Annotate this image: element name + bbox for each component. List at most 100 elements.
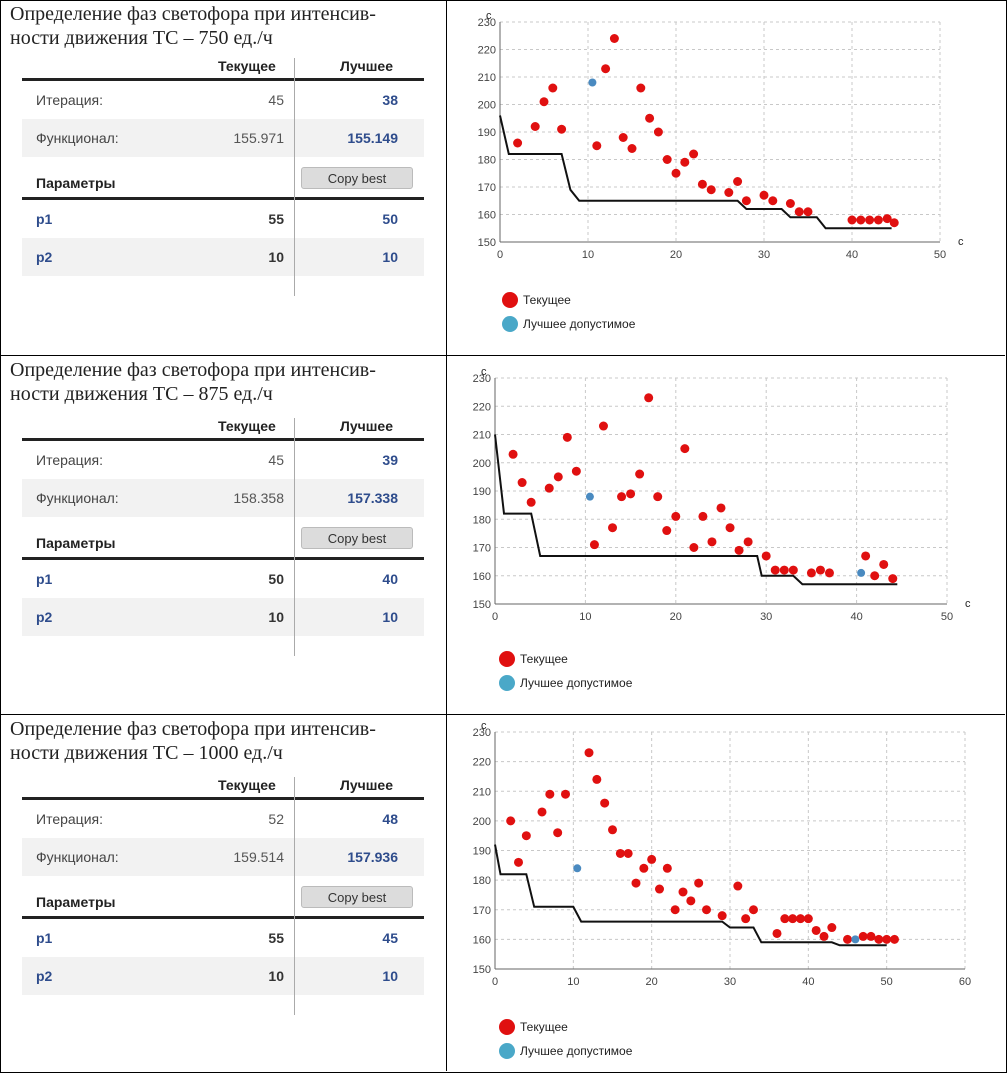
table-row: Функционал: 158.358 157.338 <box>22 479 424 517</box>
y-tick-label: 230 <box>473 373 491 385</box>
current-point <box>698 511 708 521</box>
table-header: Текущее Лучшее <box>22 58 424 78</box>
iteration-best: 39 <box>382 452 398 468</box>
y-tick-label: 160 <box>473 934 491 946</box>
panel-title-line: Определение фаз светофора при интенсив- <box>10 718 376 740</box>
current-point <box>618 133 628 142</box>
current-point <box>865 215 875 225</box>
current-point <box>779 565 789 575</box>
column-separator <box>294 777 295 1015</box>
current-point <box>636 83 646 93</box>
x-axis-label: с <box>965 598 971 610</box>
x-axis-label: с <box>958 236 964 248</box>
current-point <box>819 931 829 941</box>
x-tick-label: 0 <box>497 249 503 261</box>
panel-title-line: Определение фаз светофора при интенсив- <box>10 359 376 381</box>
current-point <box>645 113 655 123</box>
y-tick-label: 180 <box>478 155 496 167</box>
best-point <box>588 78 597 87</box>
current-point <box>749 905 758 915</box>
current-point <box>589 540 599 550</box>
current-point <box>671 511 681 521</box>
x-tick-label: 30 <box>724 976 736 988</box>
y-tick-label: 210 <box>478 72 496 84</box>
p2-best: 10 <box>382 249 398 265</box>
current-point <box>680 444 690 454</box>
functional-best: 157.338 <box>347 490 398 506</box>
y-tick-label: 160 <box>473 571 491 583</box>
p1-label: p1 <box>36 211 53 227</box>
p1-current: 55 <box>268 211 284 227</box>
table-row: p2 10 10 <box>22 598 424 636</box>
results-table: Текущее Лучшее Итерация: 52 48 Функционал: 159… <box>22 777 424 1015</box>
x-tick-label: 20 <box>670 611 682 623</box>
best-point <box>573 864 582 873</box>
copy-best-button[interactable]: Copy best <box>301 886 413 908</box>
current-point <box>694 878 704 888</box>
panel-title-line: ности движения ТС – 750 ед./ч <box>10 27 273 49</box>
functional-best: 155.149 <box>347 130 398 146</box>
current-point <box>545 789 555 799</box>
current-point <box>553 828 563 838</box>
column-separator <box>294 58 295 296</box>
legend-label-current: Текущее <box>520 1020 568 1034</box>
current-point <box>609 34 619 43</box>
functional-label: Функционал: <box>36 490 119 506</box>
best-step-line <box>494 844 887 947</box>
panel-title: Определение фаз светофора при интенсив-н… <box>10 717 440 765</box>
current-point <box>600 798 610 808</box>
current-point <box>724 188 734 197</box>
iteration-best: 48 <box>382 811 398 827</box>
x-tick-label: 20 <box>646 976 658 988</box>
panel-title: Определение фаз светофора при интенсив-н… <box>10 2 440 50</box>
current-point <box>827 923 837 933</box>
x-tick-label: 0 <box>492 611 498 623</box>
current-point <box>741 196 751 206</box>
current-point <box>879 559 889 569</box>
legend-label-current: Текущее <box>523 293 571 307</box>
p1-label: p1 <box>36 930 53 946</box>
header-rule <box>22 797 424 800</box>
current-point <box>803 207 813 217</box>
current-point <box>514 857 523 867</box>
params-label: Параметры <box>36 535 116 551</box>
current-point <box>686 896 696 906</box>
copy-best-button[interactable]: Copy best <box>301 527 413 549</box>
current-point <box>562 432 572 442</box>
current-point <box>639 863 649 873</box>
y-tick-label: 200 <box>473 458 491 470</box>
y-tick-label: 180 <box>473 514 491 526</box>
y-tick-label: 150 <box>473 599 491 611</box>
functional-current: 155.971 <box>233 130 284 146</box>
table-row: p1 55 45 <box>22 919 424 957</box>
current-point <box>866 931 876 941</box>
current-point <box>873 215 883 225</box>
x-tick-label: 50 <box>881 976 893 988</box>
current-point <box>874 934 884 944</box>
panel-title-line: Определение фаз светофора при интенсив- <box>10 3 376 25</box>
header-rule <box>22 78 424 81</box>
table-row: p1 50 40 <box>22 560 424 598</box>
x-tick-label: 20 <box>670 249 682 261</box>
row-divider <box>0 714 1005 715</box>
current-point <box>623 848 633 858</box>
current-point <box>788 565 798 575</box>
current-point <box>598 421 608 431</box>
table-header: Текущее Лучшее <box>22 777 424 797</box>
current-point <box>803 914 813 924</box>
copy-best-button[interactable]: Copy best <box>301 167 413 189</box>
x-tick-label: 10 <box>582 249 594 261</box>
panel-title: Определение фаз светофора при интенсив-н… <box>10 358 440 406</box>
panel-title-line: ности движения ТС – 1000 ед./ч <box>10 742 283 764</box>
current-point <box>811 925 821 935</box>
x-tick-label: 60 <box>959 976 971 988</box>
current-point <box>608 523 618 533</box>
best-step-line <box>494 434 898 586</box>
current-point <box>548 83 558 93</box>
current-point <box>858 931 868 941</box>
current-point <box>697 179 707 189</box>
best-point <box>857 568 866 577</box>
current-point <box>707 537 717 547</box>
legend-label-best: Лучшее допустимое <box>523 317 636 331</box>
y-axis-label: с <box>481 368 487 378</box>
